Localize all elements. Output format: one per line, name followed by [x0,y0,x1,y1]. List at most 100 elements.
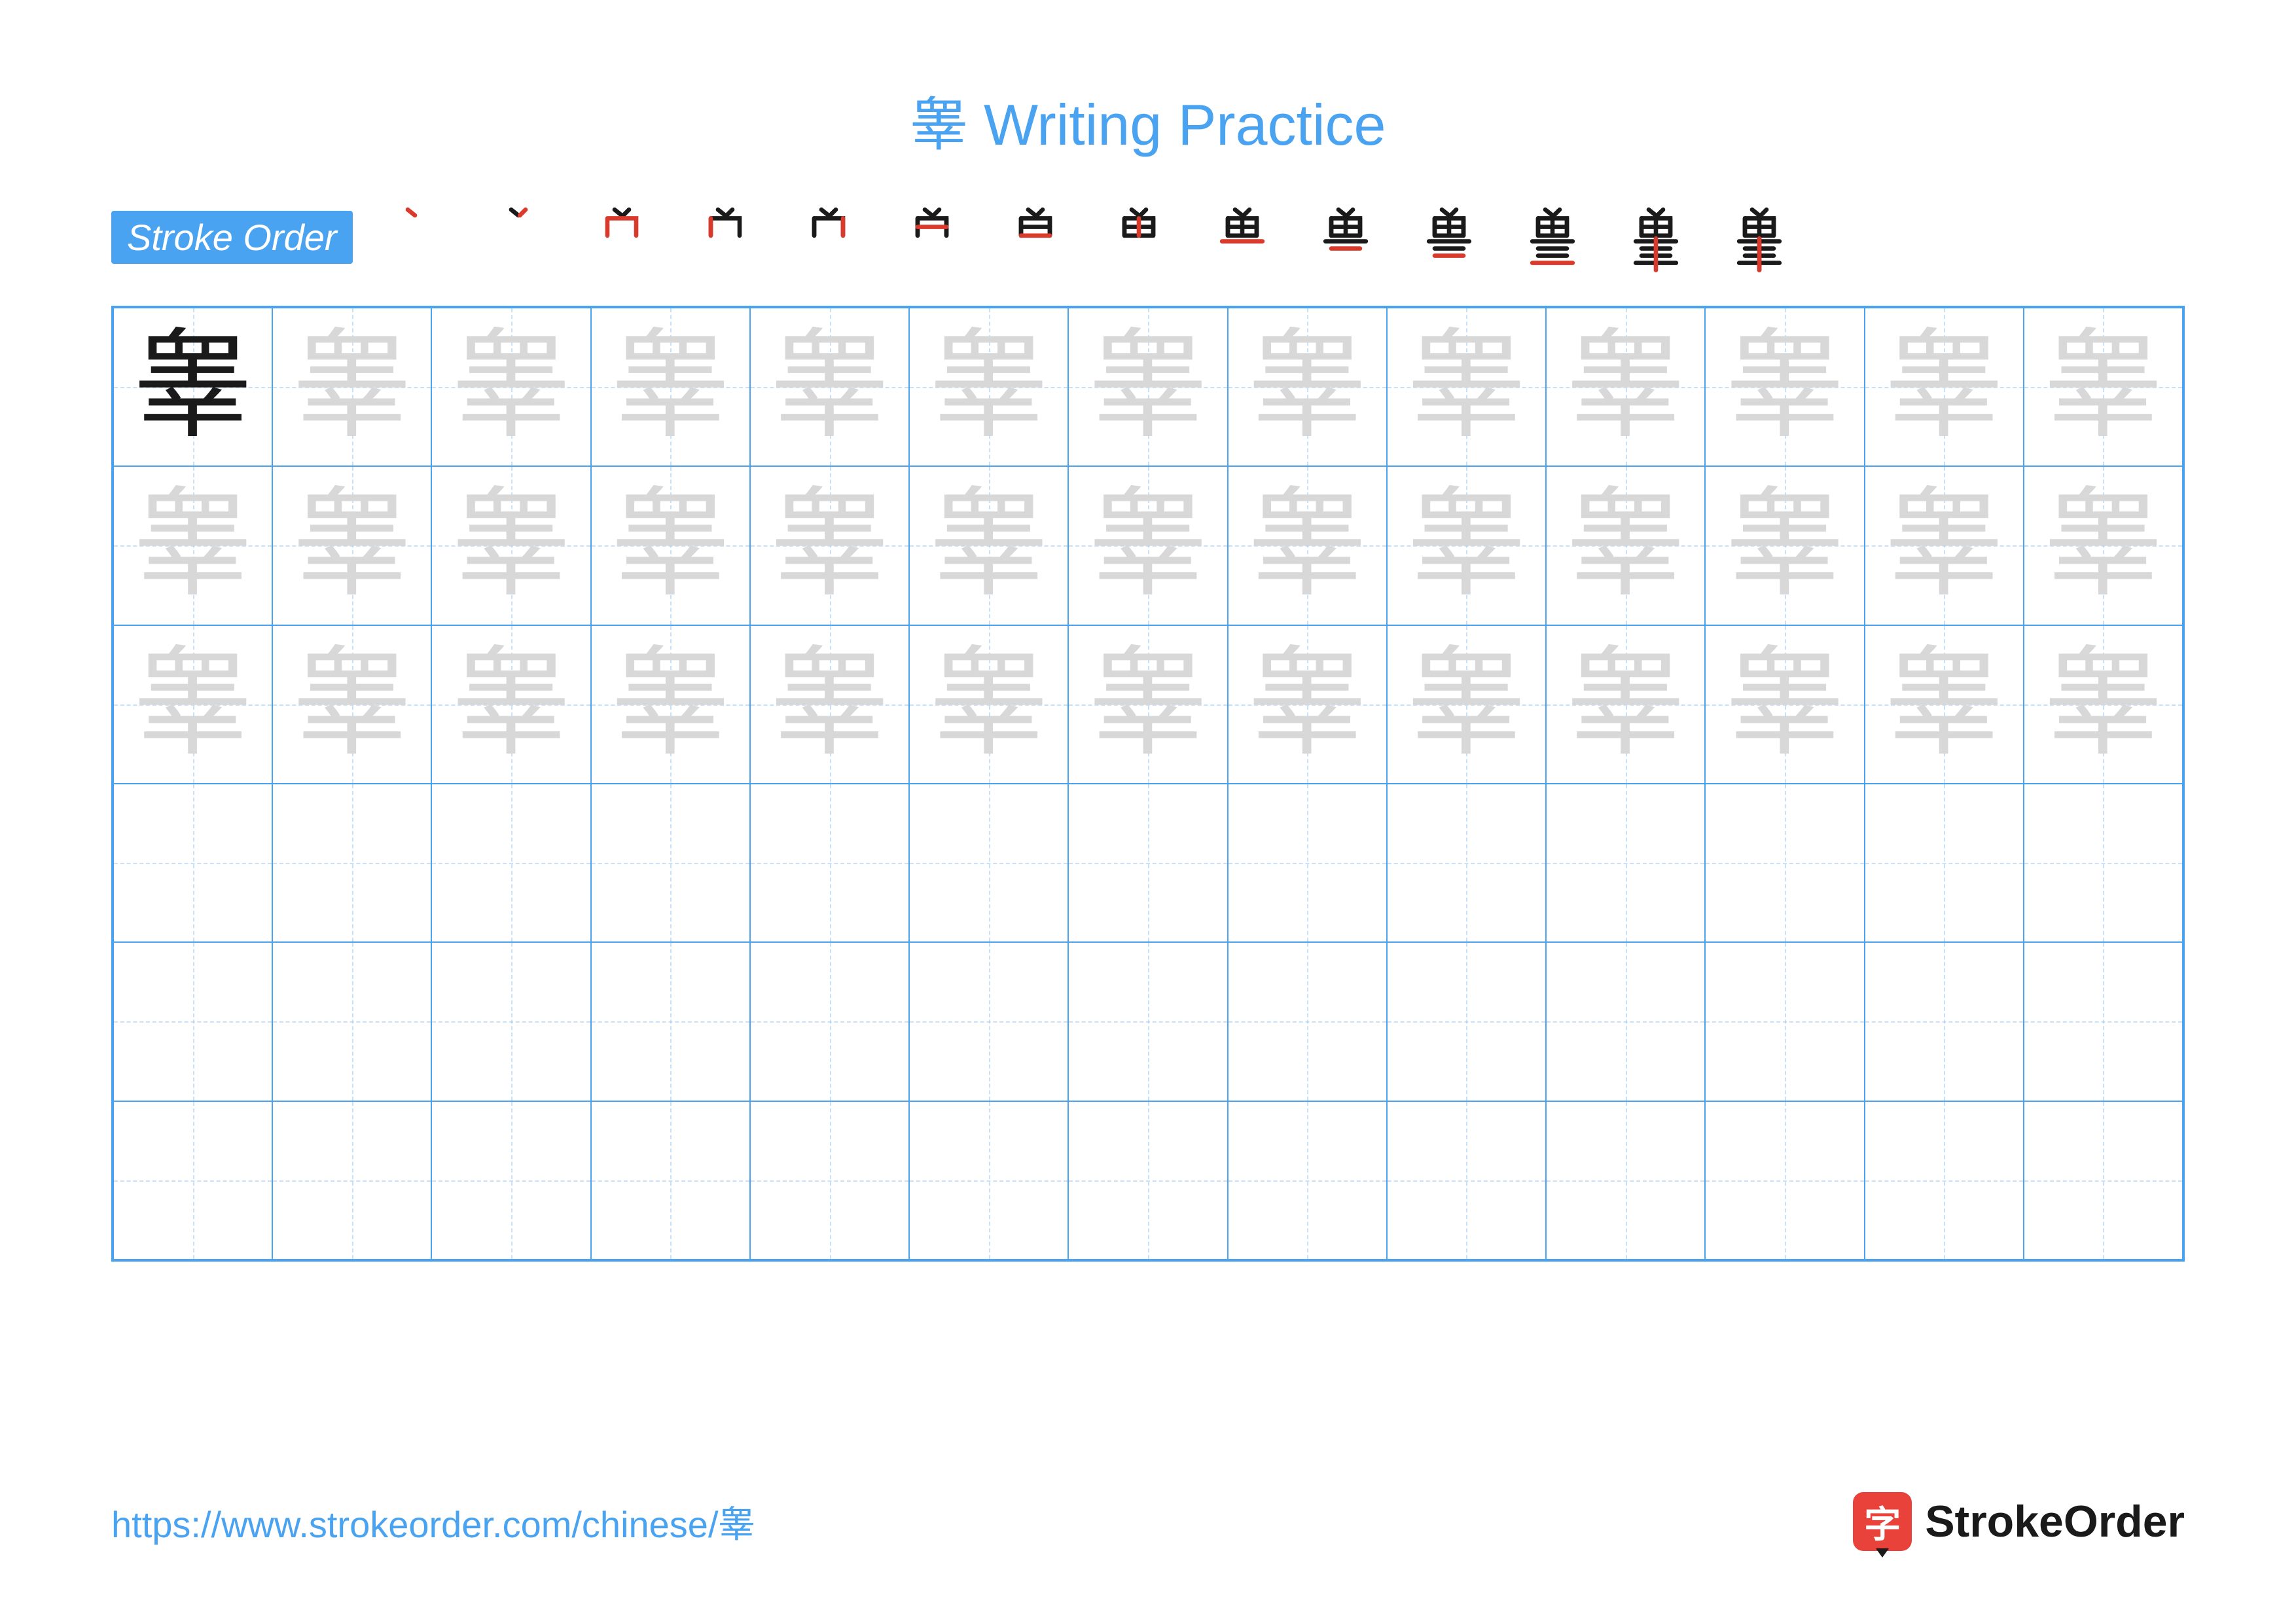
grid-cell: 睾 [113,625,272,784]
grid-cell: 睾 [1865,466,2024,625]
grid-cell [1705,942,1864,1101]
brand-icon: 字 [1853,1492,1912,1551]
grid-cell [431,942,590,1101]
grid-cell: 睾 [1546,625,1705,784]
grid-cell: 睾 [1228,308,1387,466]
grid-cell [113,1101,272,1260]
grid-cell [1387,1101,1546,1260]
trace-character: 睾 [771,328,889,446]
grid-cell: 睾 [1387,466,1546,625]
grid-cell [591,942,750,1101]
grid-cell: 睾 [1068,308,1227,466]
stroke-step [793,201,865,273]
grid-cell: 睾 [1865,308,2024,466]
stroke-step [1620,201,1692,273]
brand-logo: 字 StrokeOrder [1853,1492,2185,1551]
trace-character: 睾 [1567,486,1685,604]
trace-character: 睾 [1726,646,1844,763]
trace-character: 睾 [1407,328,1525,446]
grid-cell: 睾 [272,625,431,784]
model-character: 睾 [134,328,252,446]
brand-name: StrokeOrder [1925,1496,2185,1547]
stroke-order-label: Stroke Order [111,211,353,264]
grid-cell [1705,784,1864,942]
trace-character: 睾 [1885,328,2003,446]
trace-character: 睾 [1089,328,1207,446]
trace-character: 睾 [1248,486,1366,604]
stroke-step [586,201,658,273]
grid-cell [1228,784,1387,942]
grid-cell: 睾 [113,466,272,625]
trace-character: 睾 [1407,646,1525,763]
stroke-step [1206,201,1278,273]
grid-cell: 睾 [113,308,272,466]
grid-cell: 睾 [431,308,590,466]
grid-cell [1228,942,1387,1101]
grid-cell [750,942,909,1101]
grid-cell: 睾 [1387,308,1546,466]
trace-character: 睾 [2044,328,2162,446]
grid-cell: 睾 [909,625,1068,784]
grid-cell: 睾 [1546,466,1705,625]
grid-cell: 睾 [750,625,909,784]
grid-cell [1228,1101,1387,1260]
trace-character: 睾 [930,486,1048,604]
trace-character: 睾 [293,646,411,763]
source-url: https://www.strokeorder.com/chinese/睾 [111,1495,755,1548]
grid-cell: 睾 [1705,625,1864,784]
grid-cell [113,784,272,942]
grid-cell [2024,1101,2183,1260]
grid-cell: 睾 [431,625,590,784]
grid-cell [909,942,1068,1101]
grid-cell: 睾 [909,466,1068,625]
stroke-order-row: Stroke Order [111,201,2185,273]
trace-character: 睾 [1885,486,2003,604]
grid-cell: 睾 [2024,308,2183,466]
stroke-step [482,201,554,273]
trace-character: 睾 [1726,486,1844,604]
grid-cell [1068,942,1227,1101]
grid-cell: 睾 [1705,466,1864,625]
trace-character: 睾 [293,328,411,446]
grid-cell: 睾 [750,308,909,466]
grid-cell: 睾 [1228,625,1387,784]
grid-cell [431,784,590,942]
trace-character: 睾 [611,328,729,446]
grid-cell [1865,784,2024,942]
trace-character: 睾 [1089,486,1207,604]
grid-cell [431,1101,590,1260]
grid-cell [2024,942,2183,1101]
trace-character: 睾 [1885,646,2003,763]
grid-cell [1546,784,1705,942]
trace-character: 睾 [1567,646,1685,763]
grid-cell [272,1101,431,1260]
grid-cell [591,1101,750,1260]
grid-cell: 睾 [909,308,1068,466]
trace-character: 睾 [293,486,411,604]
grid-cell: 睾 [2024,625,2183,784]
grid-cell: 睾 [750,466,909,625]
stroke-step [379,201,451,273]
trace-character: 睾 [452,486,570,604]
grid-cell: 睾 [1546,308,1705,466]
footer: https://www.strokeorder.com/chinese/睾 字 … [111,1492,2185,1551]
grid-cell [1865,1101,2024,1260]
page-title: 睾 Writing Practice [111,79,2185,162]
practice-grid: 睾睾睾睾睾睾睾睾睾睾睾睾睾睾睾睾睾睾睾睾睾睾睾睾睾睾睾睾睾睾睾睾睾睾睾睾睾睾睾 [111,306,2185,1262]
grid-cell [1546,1101,1705,1260]
grid-cell [1068,1101,1227,1260]
trace-character: 睾 [1726,328,1844,446]
grid-cell [272,784,431,942]
trace-character: 睾 [930,328,1048,446]
trace-character: 睾 [452,646,570,763]
grid-cell: 睾 [591,466,750,625]
stroke-step [1103,201,1175,273]
trace-character: 睾 [1248,646,1366,763]
grid-cell [1705,1101,1864,1260]
grid-cell [1387,942,1546,1101]
stroke-sequence [379,201,1795,273]
trace-character: 睾 [611,486,729,604]
stroke-step [1723,201,1795,273]
grid-cell [750,1101,909,1260]
grid-cell [113,942,272,1101]
